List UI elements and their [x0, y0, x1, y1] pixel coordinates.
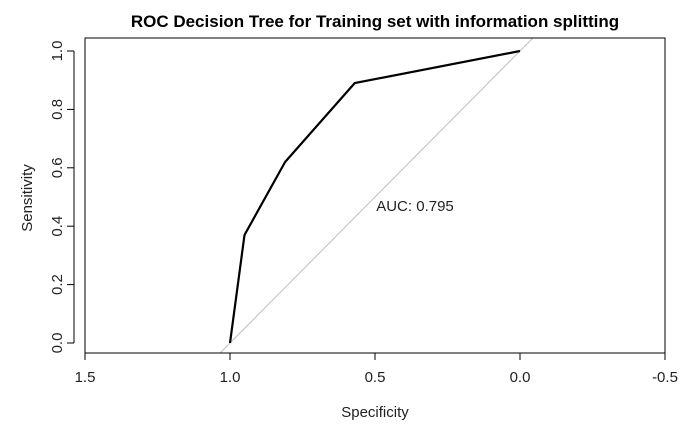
plot-frame [84, 37, 666, 354]
x-axis: 1.5 1.0 0.5 0.0 -0.5 [75, 352, 678, 386]
y-axis-label: Sensitivity [19, 164, 36, 232]
y-tick-label: 0.6 [49, 157, 66, 178]
auc-annotation: AUC: 0.795 [376, 198, 454, 215]
roc-curve-line [228, 49, 521, 344]
y-axis: 0.0 0.2 0.4 0.6 0.8 1.0 [49, 41, 75, 354]
y-tick-label: 1.0 [49, 41, 66, 62]
y-tick-label: 0.0 [49, 333, 66, 354]
reference-diagonal-line [219, 38, 534, 353]
x-tick-label: 1.5 [75, 369, 96, 386]
x-tick-label: 1.0 [220, 369, 241, 386]
y-tick-label: 0.2 [49, 274, 66, 295]
chart-title: ROC Decision Tree for Training set with … [131, 12, 619, 31]
y-tick-label: 0.8 [49, 99, 66, 120]
x-tick-label: -0.5 [652, 369, 678, 386]
x-tick-label: 0.5 [365, 369, 386, 386]
x-axis-label: Specificity [341, 404, 409, 421]
y-tick-label: 0.4 [49, 216, 66, 237]
x-tick-label: 0.0 [510, 369, 531, 386]
